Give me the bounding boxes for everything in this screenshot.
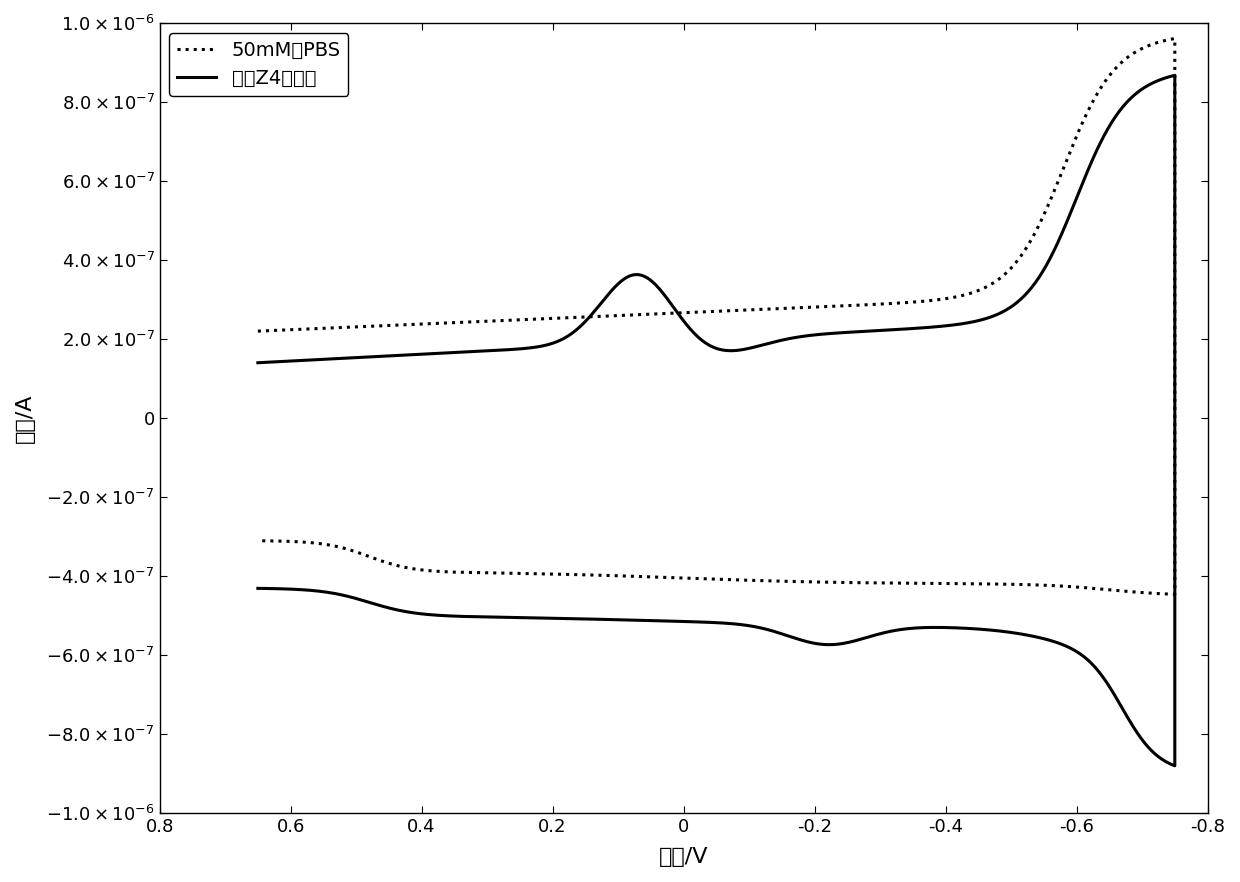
50mM的PBS — [579, 311, 594, 322]
50mM的PBS — [285, 325, 300, 335]
菌株Z4菌悬液 — [1167, 70, 1182, 80]
X-axis label: 电压/V: 电压/V — [658, 847, 708, 867]
50mM的PBS — [250, 535, 265, 546]
菌株Z4菌悬液 — [250, 357, 265, 368]
菌株Z4菌悬液 — [250, 583, 265, 594]
菌株Z4菌悬液 — [301, 585, 316, 595]
菌株Z4菌悬液 — [303, 585, 317, 595]
50mM的PBS — [1167, 34, 1182, 44]
菌株Z4菌悬液 — [1167, 760, 1182, 771]
Line: 菌株Z4菌悬液: 菌株Z4菌悬液 — [258, 75, 1174, 766]
菌株Z4菌悬液 — [1094, 136, 1109, 146]
菌株Z4菌悬液 — [639, 615, 653, 625]
Legend: 50mM的PBS, 菌株Z4菌悬液: 50mM的PBS, 菌株Z4菌悬液 — [170, 33, 348, 96]
Y-axis label: 电流/A: 电流/A — [15, 393, 35, 443]
50mM的PBS — [250, 325, 265, 336]
50mM的PBS — [366, 553, 381, 564]
50mM的PBS — [1145, 588, 1159, 599]
菌株Z4菌悬液 — [1142, 79, 1157, 90]
菌株Z4菌悬液 — [343, 353, 358, 363]
50mM的PBS — [818, 577, 833, 587]
Line: 50mM的PBS: 50mM的PBS — [258, 39, 1174, 594]
50mM的PBS — [1080, 107, 1095, 117]
50mM的PBS — [1167, 589, 1182, 600]
